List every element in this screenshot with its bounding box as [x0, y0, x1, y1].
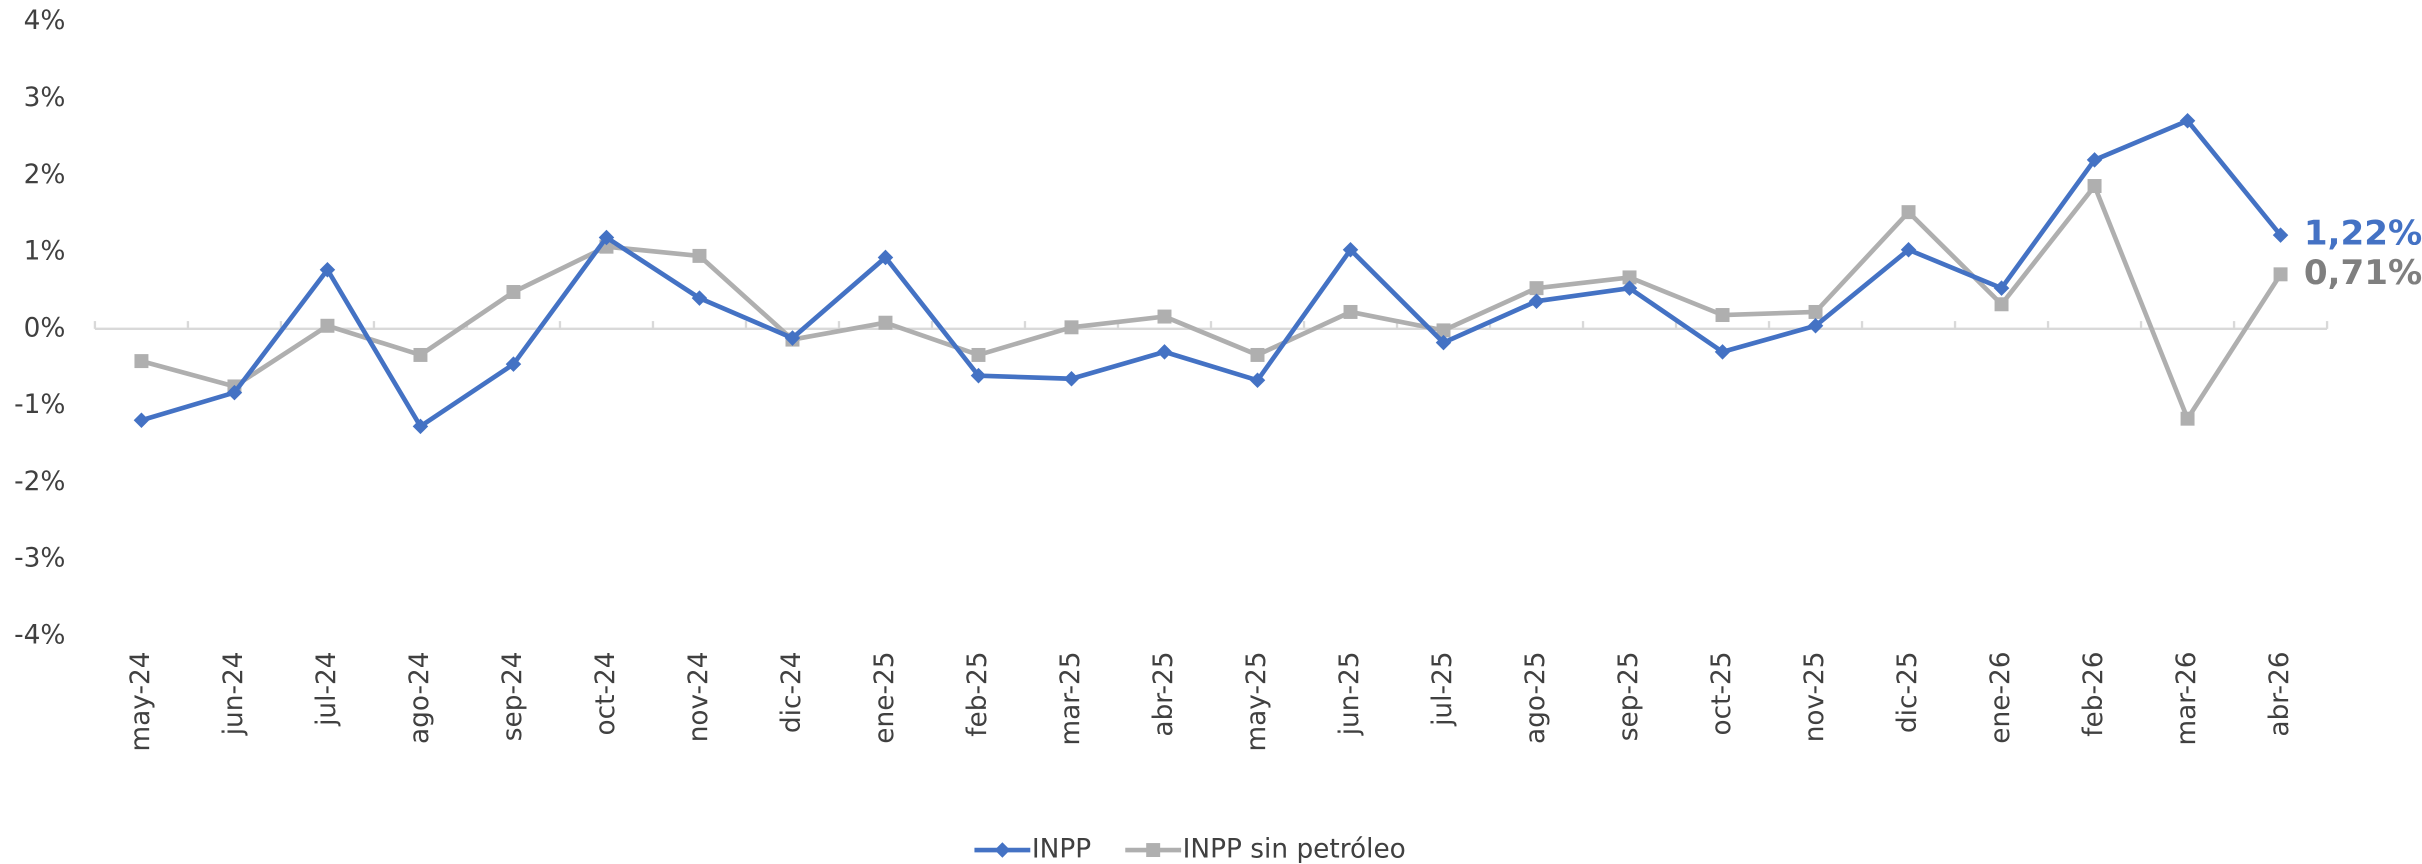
data-point — [1900, 242, 1917, 258]
legend-label: INPP sin petróleo — [1183, 835, 1406, 864]
data-point — [319, 261, 336, 278]
data-point — [1808, 304, 1823, 319]
data-point — [134, 354, 149, 369]
data-point — [1528, 293, 1545, 309]
x-tick-label: jun-25 — [1335, 651, 1365, 736]
legend-item: INPP — [974, 835, 1091, 864]
x-tick-label: ene-25 — [870, 651, 900, 743]
x-tick-label: dic-25 — [1893, 651, 1923, 733]
data-point — [1063, 371, 1080, 387]
y-tick-label: -3% — [14, 544, 65, 574]
data-point — [2272, 227, 2289, 243]
y-tick-label: -1% — [14, 390, 65, 420]
data-point — [1157, 309, 1172, 324]
x-tick-label: sep-25 — [1614, 651, 1644, 741]
x-tick-label: ago-25 — [1521, 651, 1551, 744]
x-tick-label: oct-25 — [1707, 651, 1737, 735]
data-point — [320, 318, 335, 333]
data-point — [133, 412, 150, 428]
data-point — [1342, 242, 1359, 258]
data-point — [2180, 411, 2195, 426]
x-tick-label: sep-24 — [498, 651, 528, 741]
legend-item: INPP sin petróleo — [1125, 835, 1406, 864]
data-point — [1715, 308, 1730, 323]
data-label: 0,71% — [2304, 253, 2422, 293]
data-point — [2273, 267, 2288, 282]
data-point — [1435, 334, 1452, 351]
data-point — [412, 418, 429, 435]
data-point — [1807, 318, 1824, 334]
data-point — [877, 249, 894, 266]
y-tick-label: 4% — [24, 6, 66, 36]
data-point — [970, 367, 987, 384]
x-tick-label: jul-25 — [1428, 651, 1458, 726]
y-tick-label: 0% — [24, 313, 66, 343]
data-point — [1529, 281, 1544, 296]
x-tick-label: may-24 — [126, 651, 156, 751]
data-point — [598, 229, 615, 246]
y-tick-label: 1% — [24, 237, 66, 267]
series-line — [140, 183, 2283, 422]
legend-label: INPP — [1032, 835, 1091, 864]
data-point — [1250, 347, 1265, 362]
data-point — [2179, 113, 2196, 129]
x-tick-label: mar-25 — [1056, 651, 1086, 745]
data-point — [971, 347, 986, 362]
data-point — [2087, 179, 2102, 194]
series-line — [140, 118, 2283, 429]
x-tick-label: jun-24 — [219, 651, 249, 736]
data-point — [1622, 270, 1637, 285]
x-tick-label: nov-25 — [1800, 651, 1830, 742]
y-tick-label: 2% — [24, 160, 66, 190]
y-tick-label: -4% — [14, 620, 65, 650]
x-tick-label: feb-25 — [963, 651, 993, 736]
x-tick-label: feb-26 — [2079, 651, 2109, 736]
data-point — [1714, 344, 1731, 360]
data-point — [506, 285, 521, 299]
data-point — [1249, 372, 1266, 389]
data-point — [1064, 320, 1079, 335]
x-tick-label: jul-24 — [312, 651, 342, 726]
x-tick-label: ene-26 — [1986, 651, 2016, 743]
data-point — [1436, 323, 1451, 338]
x-tick-label: abr-26 — [2265, 651, 2295, 736]
x-tick-label: ago-24 — [405, 651, 435, 744]
x-tick-label: abr-25 — [1149, 651, 1179, 736]
legend-marker — [994, 842, 1011, 858]
x-tick-label: mar-26 — [2172, 651, 2202, 745]
data-point — [1994, 297, 2009, 312]
data-point — [1343, 304, 1358, 319]
x-tick-label: dic-24 — [777, 651, 807, 733]
data-point — [1901, 205, 1916, 220]
y-tick-label: -2% — [14, 467, 65, 497]
data-point — [878, 315, 893, 330]
x-tick-label: nov-24 — [684, 651, 714, 742]
data-point — [413, 347, 428, 362]
data-label: 1,22% — [2304, 214, 2422, 254]
y-tick-label: 3% — [24, 83, 66, 113]
data-point — [1156, 344, 1173, 360]
x-tick-label: may-25 — [1242, 651, 1272, 751]
x-tick-label: oct-24 — [591, 651, 621, 735]
legend-marker — [1146, 843, 1161, 858]
data-point — [692, 248, 707, 263]
